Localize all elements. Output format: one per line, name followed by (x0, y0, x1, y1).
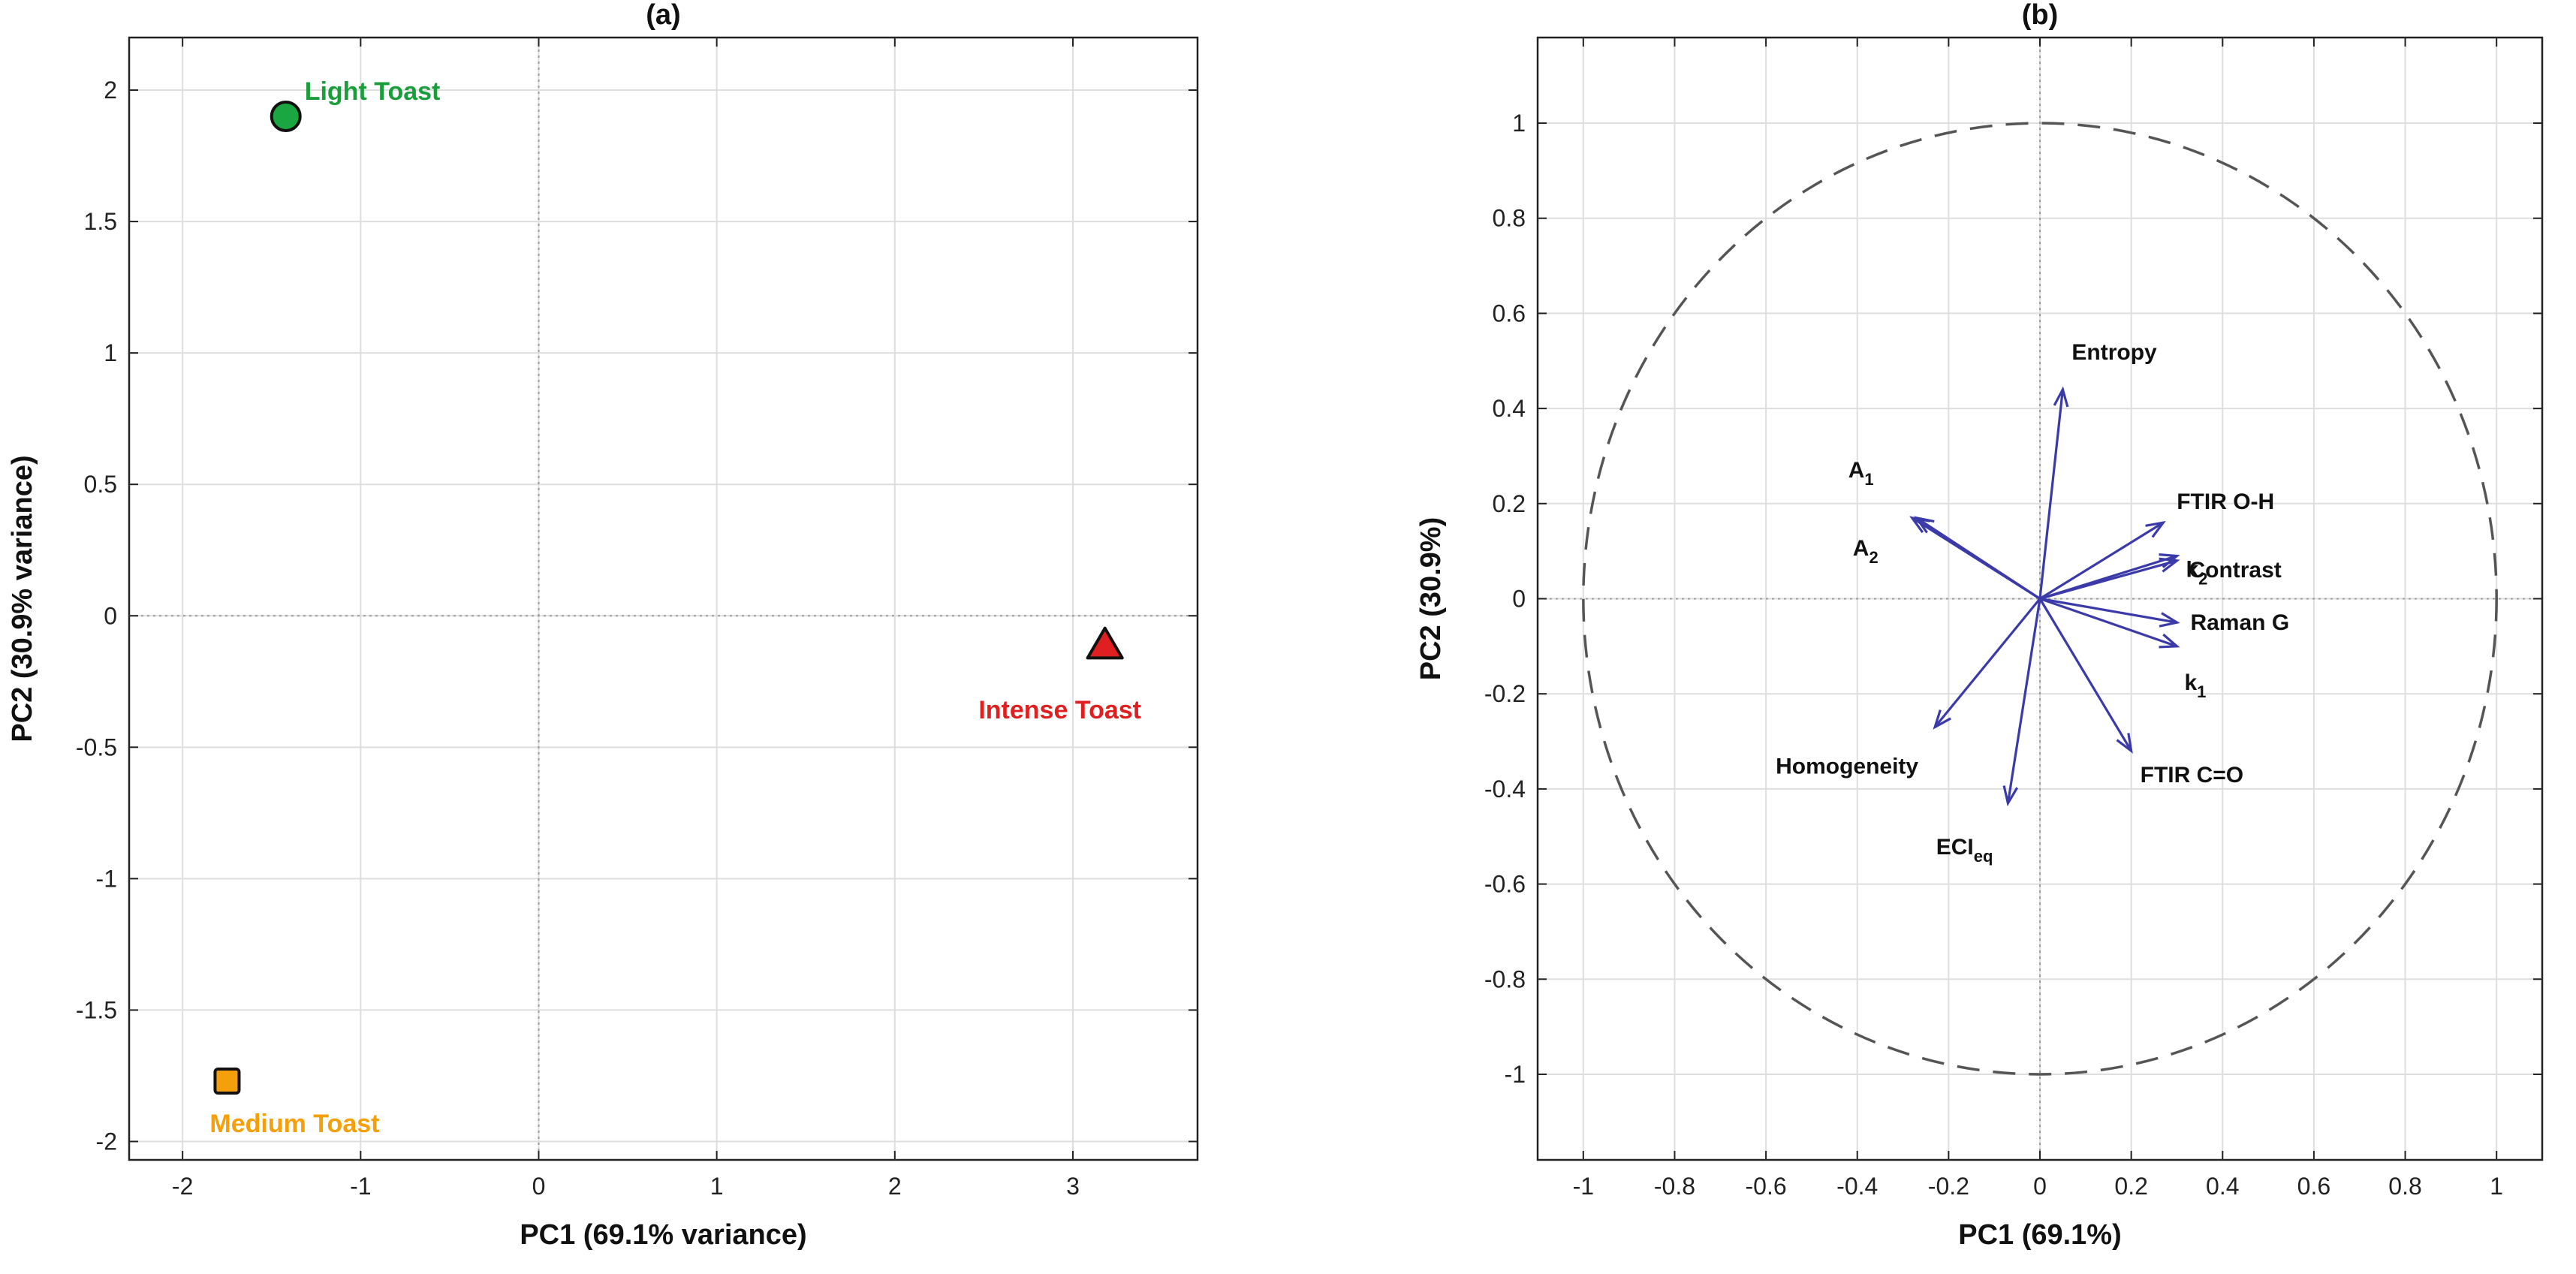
panel-a-title: (a) (646, 0, 680, 31)
panel-b-unit-circle (1582, 122, 2498, 1076)
loading-arrow-head (2145, 520, 2166, 538)
loading-arrow-line (1933, 598, 2041, 728)
panel-a-points: Light Toast Intense Toast Medium Toast (209, 77, 1141, 1138)
x-tick-label: 0 (532, 1173, 546, 1200)
y-tick-label: -2 (96, 1128, 117, 1155)
panel-a-ticks: -2 -1 0 1 2 3 -2 -1.5 -1 -0.5 0 0.5 1 1.5 2 (76, 38, 1198, 1200)
loading-label: ECIeq (1936, 835, 1993, 866)
loading-arrow-line (2039, 521, 2165, 600)
y-tick-label: -1 (96, 865, 117, 892)
loading-arrow-head (2053, 386, 2069, 408)
y-tick-label: -1.5 (76, 996, 117, 1023)
loading-arrow-head (2159, 557, 2180, 573)
loading-arrow-head (1933, 709, 1951, 730)
loading-arrow-head (1914, 516, 1935, 534)
loading-label: FTIR O-H (2177, 489, 2274, 514)
y-tick-label: 0.4 (1493, 395, 1526, 422)
point-light-toast (270, 101, 302, 133)
panel-b-x-axis-label: PC1 (69.1%) (1958, 1219, 2122, 1251)
loading-arrow-line (2038, 389, 2064, 599)
y-tick-label: 0.5 (84, 471, 117, 498)
x-tick-label: -1 (1573, 1173, 1594, 1200)
x-tick-label: -0.2 (1928, 1173, 1969, 1200)
panel-b-zero-lines (1538, 38, 2542, 1160)
loading-label: Contrast (2189, 558, 2281, 583)
y-tick-label: 1 (1512, 110, 1526, 137)
y-tick-label: -0.8 (1484, 965, 1526, 992)
y-tick-label: -0.4 (1484, 776, 1526, 803)
y-tick-label: -0.2 (1484, 680, 1526, 707)
panel-a-zero-lines (129, 38, 1198, 1160)
panel-a-scores-plot: -2 -1 0 1 2 3 -2 -1.5 -1 -0.5 0 0.5 1 1.5 2 Light Toas… (7, 0, 1199, 1251)
y-tick-label: -1 (1505, 1061, 1526, 1088)
loading-arrow-head (2116, 733, 2133, 754)
x-tick-label: -0.8 (1654, 1173, 1695, 1200)
loading-arrow-line (2039, 597, 2177, 624)
y-tick-label: 1.5 (84, 208, 117, 235)
x-tick-label: -0.6 (1746, 1173, 1787, 1200)
x-tick-label: 0.2 (2114, 1173, 2147, 1200)
panel-b-ticks: -1 -0.8 -0.6 -0.4 -0.2 0 0.2 0.4 0.6 0.8 1 -1 -0.8 -0… (1484, 38, 2542, 1200)
loading-label: A1 (1848, 458, 1874, 489)
y-tick-label: -0.6 (1484, 871, 1526, 898)
x-tick-label: 1 (2490, 1173, 2503, 1200)
x-tick-label: 1 (710, 1173, 724, 1200)
x-tick-label: 3 (1066, 1173, 1080, 1200)
loading-label: k2 (2186, 557, 2207, 588)
x-tick-label: 0.4 (2206, 1173, 2239, 1200)
loading-arrow-line (2039, 559, 2177, 601)
x-tick-label: 0.6 (2297, 1173, 2330, 1200)
panel-b-loadings-plot: -1 -0.8 -0.6 -0.4 -0.2 0 0.2 0.4 0.6 0.8 1 -1 -0.8 -0… (1415, 0, 2544, 1251)
loading-arrow-head (2159, 633, 2180, 649)
panel-a-y-axis-label: PC2 (30.9% variance) (7, 455, 38, 742)
y-tick-label: 0.2 (1493, 490, 1526, 517)
loading-label: k1 (2184, 670, 2206, 701)
y-tick-label: 0.6 (1493, 300, 1526, 327)
y-tick-label: 0.8 (1493, 205, 1526, 232)
y-tick-label: 0 (104, 602, 117, 629)
x-tick-label: -1 (350, 1173, 371, 1200)
y-tick-label: 2 (104, 77, 117, 104)
point-label: Light Toast (305, 77, 441, 106)
x-tick-label: -0.4 (1836, 1173, 1878, 1200)
y-tick-label: -0.5 (76, 733, 117, 760)
loading-label: Raman G (2190, 610, 2289, 635)
loading-label: Entropy (2071, 340, 2157, 365)
loading-arrow-line (2038, 598, 2133, 752)
x-tick-label: 0.8 (2388, 1173, 2421, 1200)
loading-arrow-head (2002, 785, 2019, 807)
point-label: Medium Toast (209, 1110, 379, 1138)
panel-a-plot-area (128, 36, 1199, 1161)
y-tick-label: 1 (104, 339, 117, 366)
loading-label: A2 (1853, 536, 1879, 567)
panel-a-x-axis-label: PC1 (69.1% variance) (520, 1219, 806, 1251)
panel-b-y-axis-label: PC2 (30.9%) (1415, 517, 1447, 681)
loading-arrow-line (2039, 597, 2177, 648)
panel-b-loading-arrows (1909, 386, 2180, 807)
y-tick-label: 0 (1512, 586, 1526, 613)
x-tick-label: -2 (172, 1173, 193, 1200)
x-tick-label: 2 (888, 1173, 902, 1200)
loading-arrow-line (2006, 598, 2041, 804)
loading-label: FTIR C=O (2141, 763, 2244, 788)
loading-arrow-head (2159, 612, 2180, 628)
loading-label: Homogeneity (1776, 754, 1918, 779)
x-tick-label: 0 (2033, 1173, 2047, 1200)
panel-b-title: (b) (2022, 0, 2059, 31)
point-intense-toast (1086, 626, 1124, 660)
point-label: Intense Toast (978, 696, 1141, 724)
point-medium-toast (213, 1067, 241, 1095)
loading-arrow-line (1915, 517, 2041, 600)
